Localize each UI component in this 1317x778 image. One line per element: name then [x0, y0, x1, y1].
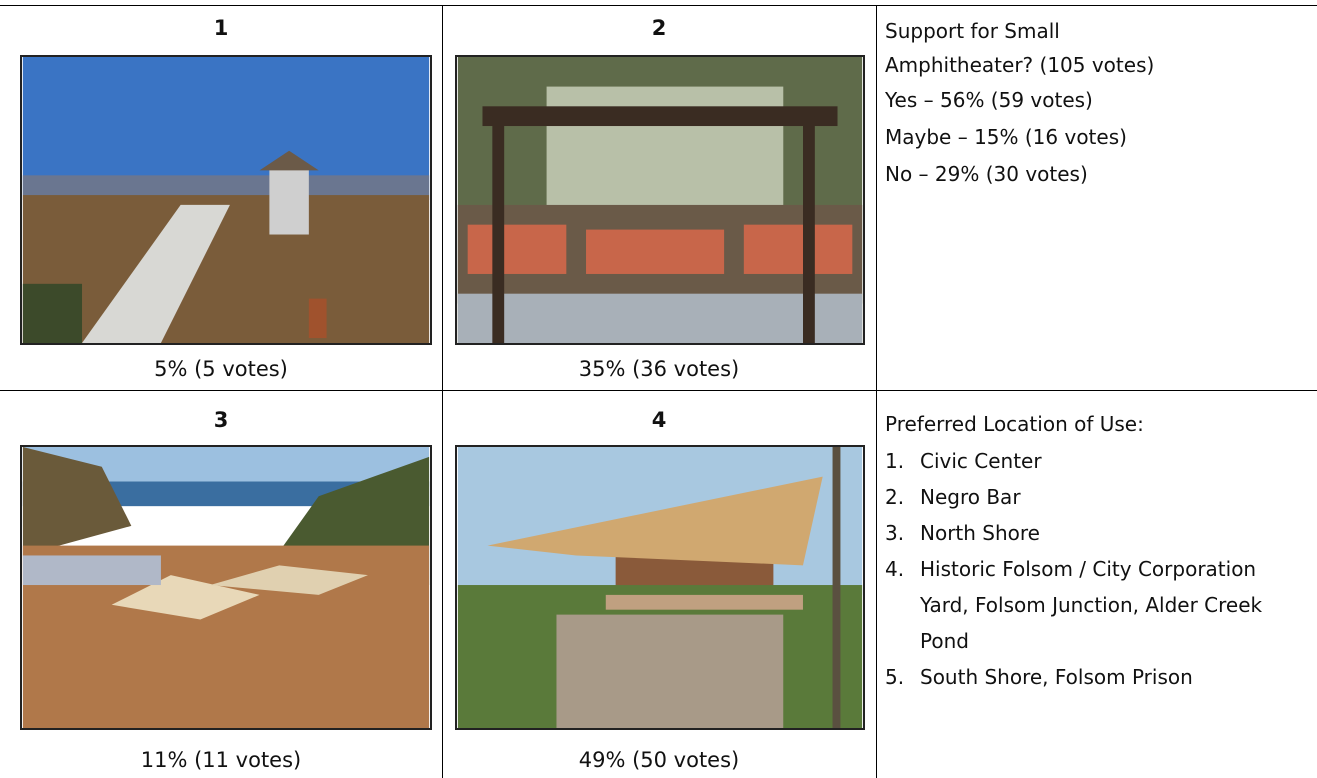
list-number: 4. [885, 557, 905, 581]
table-rule [0, 5, 1317, 6]
support-option: Yes – 56% (59 votes) [885, 88, 1093, 112]
support-block: Support for Small Amphitheater? (105 vot… [885, 14, 1185, 193]
location-name: North Shore [920, 521, 1040, 545]
table-rule [876, 5, 877, 778]
photo [20, 445, 432, 730]
support-option: No – 29% (30 votes) [885, 162, 1088, 186]
option-label: 3 [213, 408, 229, 432]
vote-result: 5% (5 votes) [154, 357, 288, 381]
list-number: 2. [885, 485, 905, 509]
location-name: South Shore, Folsom Prison [920, 665, 1193, 689]
location-name: Civic Center [920, 449, 1042, 473]
list-number: 3. [885, 521, 905, 545]
location-item: 4. Historic Folsom / City Corporation Yar… [885, 551, 1310, 659]
location-block: Preferred Location of Use: 1. Civic Cente… [885, 406, 1310, 695]
option-label: 2 [651, 16, 667, 40]
location-name: Negro Bar [920, 485, 1021, 509]
photo [455, 445, 865, 730]
location-name: Historic Folsom / City Corporation Yard,… [920, 557, 1263, 653]
location-item: 3. North Shore [885, 515, 1310, 551]
photo [455, 55, 865, 345]
list-number: 5. [885, 665, 905, 689]
option-label: 1 [213, 16, 229, 40]
vote-result: 49% (50 votes) [578, 748, 740, 772]
support-list: Yes – 56% (59 votes) Maybe – 15% (16 vote… [885, 82, 1185, 193]
option-label: 4 [651, 408, 667, 432]
table-rule [442, 5, 443, 778]
list-number: 1. [885, 449, 905, 473]
location-title: Preferred Location of Use: [885, 412, 1144, 436]
location-item: 1. Civic Center [885, 443, 1310, 479]
vote-result: 11% (11 votes) [140, 748, 302, 772]
support-option: Maybe – 15% (16 votes) [885, 125, 1127, 149]
location-item: 5. South Shore, Folsom Prison [885, 659, 1310, 695]
vote-result: 35% (36 votes) [578, 357, 740, 381]
table-rule [0, 390, 1317, 391]
support-title: Support for Small Amphitheater? (105 vot… [885, 19, 1155, 77]
location-item: 2. Negro Bar [885, 479, 1310, 515]
location-list: 1. Civic Center 2. Negro Bar 3. North Shore 4.… [885, 443, 1310, 695]
photo [20, 55, 432, 345]
